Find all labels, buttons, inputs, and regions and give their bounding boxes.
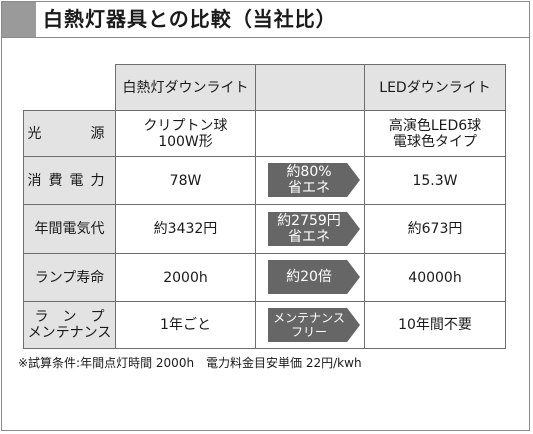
row-label-annual-cost: 年間電気代 bbox=[23, 204, 116, 254]
led-light-source: 高演色LED6球 電球色タイプ bbox=[364, 110, 506, 157]
row-label-text: 年間電気代 bbox=[34, 221, 105, 237]
led-lamp-life: 40000h bbox=[364, 253, 506, 302]
row-label-text: ランプ寿命 bbox=[34, 269, 105, 286]
title-bar: 白熱灯器具との比較（当社比） bbox=[2, 2, 529, 38]
comparison-arrow-annual-cost: 約2759円 省エネ bbox=[268, 212, 360, 246]
row-label-lamp-life: ランプ寿命 bbox=[23, 253, 116, 302]
header-led: LEDダウンライト bbox=[364, 64, 506, 111]
incandescent-lamp-life: 2000h bbox=[115, 253, 256, 302]
header-incandescent: 白熱灯ダウンライト bbox=[115, 64, 256, 111]
led-maintenance: 10年間不要 bbox=[364, 301, 506, 349]
incandescent-maintenance: 1年ごと bbox=[115, 301, 256, 349]
title-accent-block bbox=[2, 2, 36, 37]
led-annual-cost: 約673円 bbox=[364, 204, 506, 254]
header-comparison-blank bbox=[255, 64, 365, 111]
comparison-arrow-power: 約80% 省エネ bbox=[268, 163, 360, 197]
footnote: ※試算条件:年間点灯時間 2000h 電力料金目安単価 22円/kwh bbox=[18, 356, 362, 370]
led-power: 15.3W bbox=[364, 156, 506, 205]
row-label-text: 光 源 bbox=[27, 125, 112, 142]
incandescent-power: 78W bbox=[115, 156, 256, 205]
row-label-text: 消費電力 bbox=[27, 172, 112, 189]
row-label-light-source: 光 源 bbox=[23, 110, 116, 157]
incandescent-annual-cost: 約3432円 bbox=[115, 204, 256, 254]
incandescent-light-source: クリプトン球 100W形 bbox=[115, 110, 256, 157]
comparison-arrow-lamp-life: 約20倍 bbox=[268, 260, 360, 294]
page-title: 白熱灯器具との比較（当社比） bbox=[43, 7, 337, 31]
comparison-light-source bbox=[255, 110, 365, 157]
comparison-arrow-maintenance: メンテナンス フリー bbox=[268, 308, 360, 342]
row-label-power: 消費電力 bbox=[23, 156, 116, 205]
row-label-maintenance: ラ ン プ メンテナンス bbox=[23, 301, 116, 349]
